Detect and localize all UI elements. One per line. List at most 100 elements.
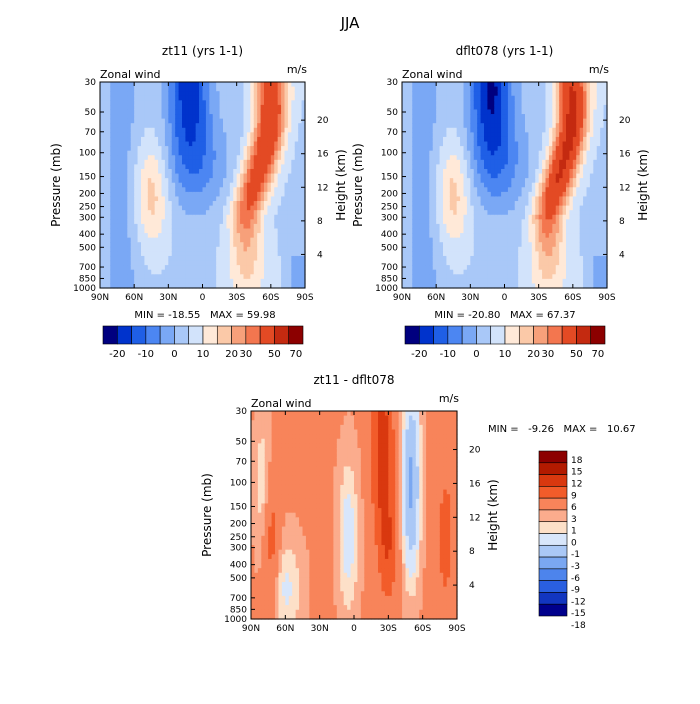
field-cell [409,114,413,119]
field-cell [542,142,546,147]
field-cell [556,151,560,156]
field-cell [264,215,268,220]
field-cell [182,178,186,183]
field-cell [402,123,406,128]
field-cell [117,201,121,206]
field-cell [117,155,121,160]
field-cell [285,251,289,256]
field-cell [491,215,495,220]
field-cell [285,228,289,233]
field-cell [213,228,217,233]
field-cell [271,210,275,215]
field-cell [254,187,258,192]
field-cell [453,169,457,174]
field-cell [172,251,176,256]
field-cell [511,164,515,169]
field-cell [563,128,567,133]
colorbar-swatch [246,326,260,344]
field-cell [460,206,464,211]
field-cell [429,251,433,256]
field-cell [158,242,162,247]
field-cell [440,96,444,101]
field-cell [158,100,162,105]
field-cell [131,87,135,92]
field-cell [505,274,509,279]
field-cell [505,224,509,229]
field-cell [285,160,289,165]
field-cell [546,142,550,147]
field-cell [433,169,437,174]
field-cell [131,155,135,160]
field-cell [440,183,444,188]
field-cell [138,251,142,256]
field-cell [505,100,509,105]
field-cell [295,178,299,183]
field-cell [443,128,447,133]
field-cell [274,265,278,270]
field-cell [481,178,485,183]
field-cell [532,187,536,192]
field-cell [107,109,111,114]
field-cell [474,247,478,252]
field-cell [525,251,529,256]
field-cell [443,169,447,174]
field-cell [271,192,275,197]
field-cell [213,219,217,224]
field-cell [453,114,457,119]
field-cell [151,128,155,133]
field-cell [494,178,498,183]
field-cell [464,96,468,101]
field-cell [501,105,505,110]
field-cell [179,279,183,284]
field-cell [127,183,131,188]
field-cell [213,192,217,197]
field-cell [127,196,131,201]
field-cell [460,228,464,233]
field-cell [522,109,526,114]
field-cell [271,279,275,284]
field-cell [532,91,536,96]
field-cell [501,174,505,179]
field-cell [532,160,536,165]
field-cell [254,132,258,137]
field-cell [450,87,454,92]
field-cell [511,178,515,183]
field-cell [182,174,186,179]
field-cell [158,96,162,101]
field-cell [100,187,104,192]
field-cell [271,201,275,206]
field-cell [151,251,155,256]
field-cell [556,123,560,128]
field-cell [419,261,423,266]
field-cell [158,183,162,188]
field-cell [261,206,265,211]
field-cell [464,187,468,192]
field-cell [261,210,265,215]
field-cell [182,160,186,165]
field-cell [433,137,437,142]
field-cell [453,183,457,188]
field-cell [419,178,423,183]
field-cell [213,265,217,270]
field-cell [244,164,248,169]
field-cell [192,137,196,142]
field-cell [511,251,515,256]
field-cell [100,164,104,169]
field-cell [556,233,560,238]
field-cell [443,137,447,142]
field-cell [189,164,193,169]
field-cell [192,224,196,229]
field-cell [494,100,498,105]
field-cell [281,233,285,238]
field-cell [151,109,155,114]
field-cell [546,219,550,224]
field-cell [244,169,248,174]
field-cell [121,164,125,169]
field-cell [220,215,224,220]
field-cell [148,206,152,211]
field-cell [450,183,454,188]
field-cell [230,242,234,247]
field-cell [474,160,478,165]
field-cell [223,100,227,105]
field-cell [250,215,254,220]
